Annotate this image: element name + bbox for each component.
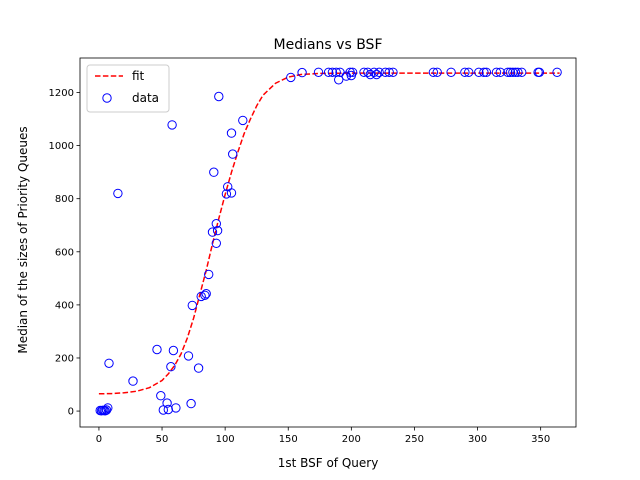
data-point — [363, 67, 373, 78]
data-point — [327, 67, 338, 78]
data-point — [369, 67, 379, 78]
data-point — [481, 67, 492, 78]
data-point — [432, 67, 442, 78]
plot-area — [95, 67, 562, 416]
x-tick-label: 200 — [342, 434, 361, 445]
data-point — [187, 300, 198, 311]
data-point — [211, 238, 222, 249]
data-point — [347, 67, 358, 78]
data-point — [152, 344, 162, 355]
data-point — [334, 75, 344, 85]
data-point — [384, 67, 394, 78]
data-point — [517, 67, 527, 78]
data-point — [374, 67, 384, 78]
x-tick-label: 300 — [468, 434, 487, 445]
data-point — [100, 406, 110, 416]
x-tick-label: 50 — [156, 434, 169, 445]
data-point — [474, 67, 484, 78]
data-point — [207, 227, 218, 237]
data-point — [323, 67, 334, 78]
data-point — [212, 225, 223, 236]
data-point — [101, 405, 112, 415]
y-tick-label: 1200 — [49, 88, 74, 99]
data-point — [491, 67, 502, 78]
data-point — [226, 128, 237, 138]
legend: fit data — [86, 64, 170, 113]
x-axis-label: 1st BSF of Query — [278, 456, 379, 470]
data-point — [221, 189, 232, 199]
y-tick-label: 0 — [68, 407, 74, 418]
data-point — [313, 67, 324, 78]
data-point — [505, 67, 516, 78]
data-point — [495, 67, 505, 78]
fit-line — [98, 72, 560, 395]
y-tick-label: 600 — [55, 247, 74, 258]
data-point — [388, 67, 398, 78]
x-tick-label: 250 — [405, 434, 424, 445]
x-tick-label: 0 — [96, 434, 102, 445]
data-point — [168, 345, 179, 356]
data-point — [534, 67, 545, 78]
chart-title: Medians vs BSF — [274, 37, 383, 53]
data-point — [479, 67, 489, 78]
plot-clip-group — [95, 67, 562, 416]
data-point — [297, 67, 307, 78]
legend-fit-label: fit — [132, 69, 145, 83]
axes-frame — [79, 57, 577, 428]
data-point — [446, 67, 456, 78]
data-point — [214, 91, 224, 102]
data-point — [204, 269, 214, 280]
data-point — [428, 67, 439, 78]
data-point — [209, 167, 219, 177]
data-point — [183, 351, 194, 361]
y-tick-label: 400 — [55, 300, 74, 311]
data-point — [211, 219, 222, 229]
data-point — [103, 403, 113, 413]
legend-data-swatch — [102, 93, 112, 103]
x-tick-label: 100 — [216, 434, 235, 445]
data-point — [166, 362, 176, 372]
data-point — [193, 363, 204, 373]
data-point — [228, 149, 238, 159]
data-point — [201, 289, 211, 299]
data-point — [510, 67, 521, 78]
data-point — [156, 391, 166, 401]
data-point — [286, 72, 296, 83]
data-point — [380, 67, 391, 78]
y-tick-label: 1000 — [49, 141, 74, 152]
data-point — [171, 403, 181, 413]
data-point — [513, 67, 523, 78]
data-point — [128, 376, 138, 386]
data-point — [460, 67, 470, 78]
data-point — [238, 115, 248, 126]
data-point — [186, 398, 196, 409]
data-point — [104, 358, 114, 368]
axes: 0 50 100 150 200 250 300 350 0 200 400 600 800 1000 12… — [49, 57, 577, 445]
data-point — [163, 404, 174, 415]
data-point — [167, 120, 177, 130]
data-point — [200, 290, 210, 300]
x-tick-label: 350 — [531, 434, 550, 445]
data-point — [162, 398, 172, 408]
data-point — [464, 67, 474, 78]
data-point — [552, 67, 562, 78]
data-point — [113, 188, 123, 199]
legend-data-label: data — [132, 91, 159, 105]
y-axis-label: Median of the sizes of Priority Queues — [16, 126, 30, 353]
data-point — [226, 188, 237, 198]
x-tick-label: 150 — [279, 434, 298, 445]
data-point — [503, 67, 513, 78]
y-tick-label: 800 — [55, 194, 74, 205]
data-point — [371, 69, 382, 80]
data-point — [359, 67, 369, 78]
y-tick-label: 200 — [55, 353, 74, 364]
data-point — [196, 291, 206, 302]
